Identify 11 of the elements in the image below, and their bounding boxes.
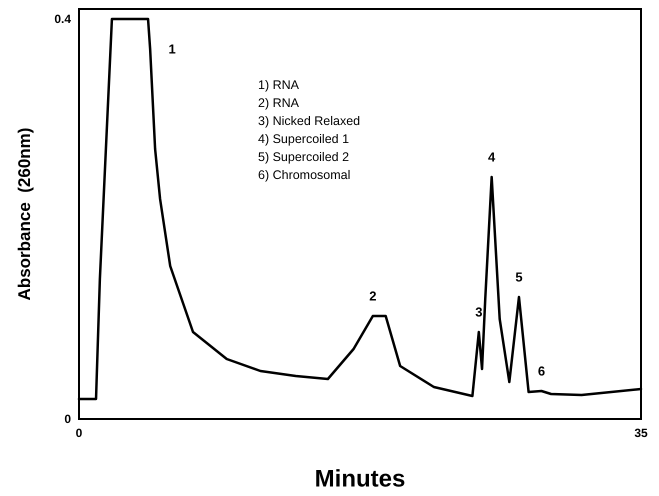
annotation: 6 [538, 364, 546, 378]
annotation: 1) RNA 2) RNA 3) Nicked Relaxed 4) Supercoiled 1 5) Supercoiled 2 6) Chromosomal [258, 78, 360, 182]
x-tick-label: 35 [634, 426, 648, 440]
y-axis-title: Absorbance (260nm) [15, 128, 34, 300]
y-tick-label: 0.4 [54, 12, 72, 26]
annotation: 5 [515, 270, 523, 284]
x-axis-title: Minutes [314, 466, 406, 492]
annotation: 2 [369, 288, 376, 304]
annotation: 3 [475, 304, 482, 320]
annotation: 1 [168, 42, 176, 56]
annotation: 4 [488, 150, 496, 164]
